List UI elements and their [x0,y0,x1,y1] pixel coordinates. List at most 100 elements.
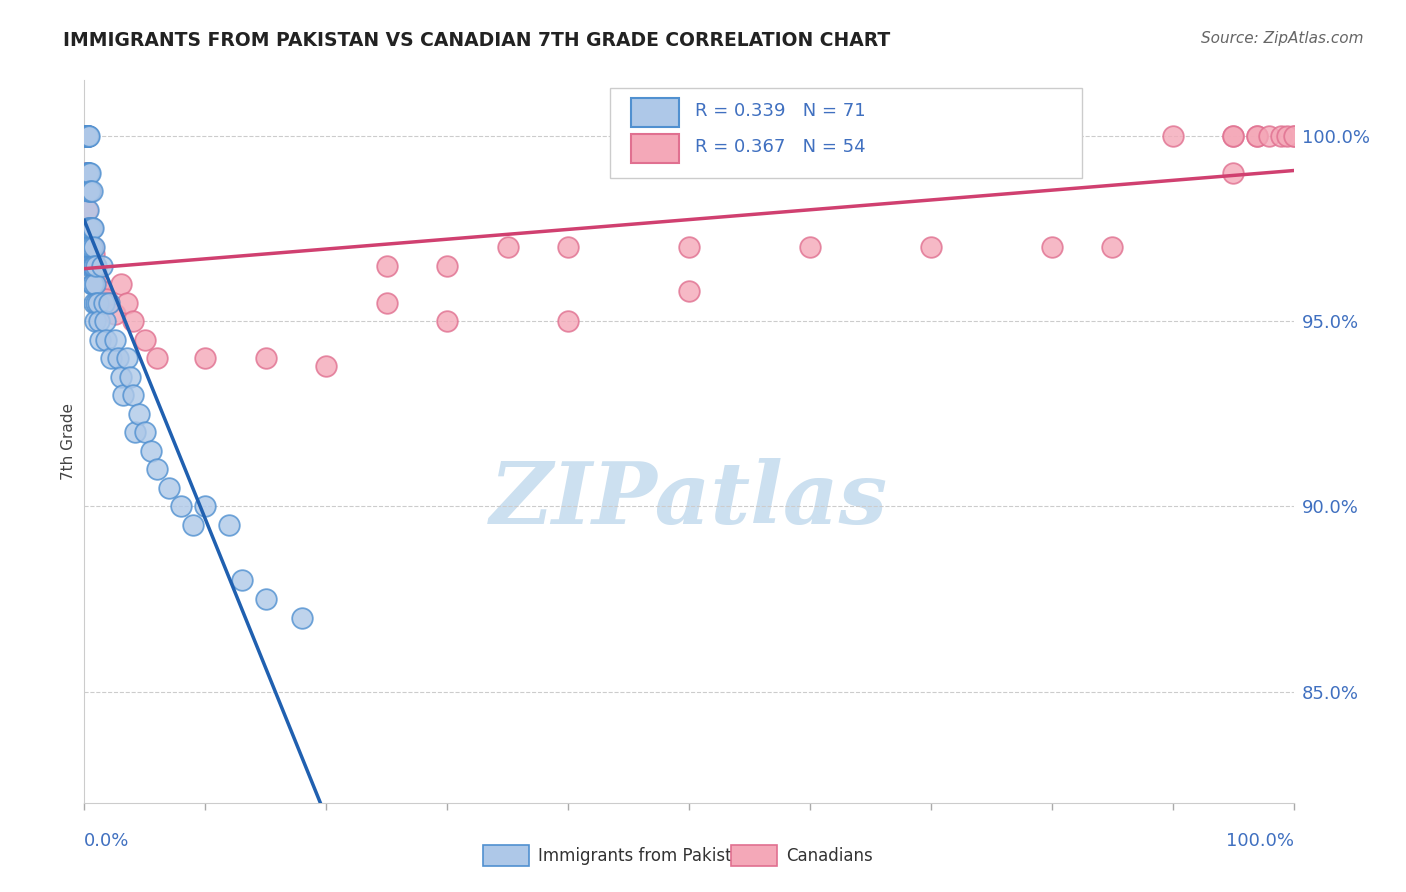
Point [94,292,117,306]
Point [157,481,180,495]
Text: IMMIGRANTS FROM PAKISTAN VS CANADIAN 7TH GRADE CORRELATION CHART: IMMIGRANTS FROM PAKISTAN VS CANADIAN 7TH… [63,31,890,50]
Point [181,517,204,532]
Point [218,517,240,532]
Point [146,462,169,476]
Point [91,259,114,273]
Point [134,333,156,347]
Point [82,277,104,291]
Point [1161,128,1184,143]
Point [79,166,101,180]
Point [436,314,458,328]
Point [76,166,98,180]
Point [139,443,162,458]
Point [77,240,100,254]
Text: Source: ZipAtlas.com: Source: ZipAtlas.com [1201,31,1364,46]
Point [194,351,217,366]
Point [1282,128,1305,143]
Point [77,128,100,143]
Point [1222,128,1244,143]
Point [124,425,146,440]
Point [77,128,100,143]
Point [76,166,98,180]
Text: 100.0%: 100.0% [1226,831,1294,850]
Point [80,277,103,291]
Point [110,277,132,291]
Point [1246,128,1268,143]
Point [89,333,111,347]
Point [315,359,337,373]
Point [77,128,100,143]
Point [254,351,277,366]
Point [557,240,579,254]
Point [84,277,107,291]
Point [170,500,193,514]
Point [375,259,398,273]
Point [77,185,100,199]
Point [87,277,110,291]
Point [97,295,120,310]
Text: R = 0.367   N = 54: R = 0.367 N = 54 [695,138,866,156]
Point [134,425,156,440]
Point [120,369,142,384]
Point [1040,240,1063,254]
Point [79,240,101,254]
Point [436,259,458,273]
Point [121,314,143,328]
Point [82,221,104,235]
Point [75,128,97,143]
Point [80,221,103,235]
Point [107,351,129,366]
Text: ZIPatlas: ZIPatlas [489,458,889,541]
Point [80,240,103,254]
Point [77,185,100,199]
Text: R = 0.339   N = 71: R = 0.339 N = 71 [695,103,866,120]
Point [79,221,101,235]
Point [678,240,700,254]
Point [1246,128,1268,143]
Point [76,202,98,217]
Bar [631,98,679,128]
Point [75,166,97,180]
Point [77,221,100,235]
Point [86,259,108,273]
Point [76,128,98,143]
Text: Canadians: Canadians [786,847,872,864]
Bar [484,845,529,866]
Point [678,285,700,299]
Point [1258,128,1281,143]
Point [77,166,100,180]
Point [83,240,105,254]
Point [1282,128,1305,143]
Point [77,185,100,199]
Point [112,388,135,402]
Point [86,266,108,280]
Point [77,240,100,254]
Point [79,185,101,199]
Point [80,221,103,235]
Point [77,221,100,235]
Point [75,128,97,143]
Point [254,592,277,607]
Point [375,295,398,310]
Point [104,333,127,347]
Text: 0.0%: 0.0% [84,831,129,850]
Point [128,407,150,421]
Point [146,351,169,366]
Point [231,574,253,588]
Text: Immigrants from Pakistan: Immigrants from Pakistan [538,847,752,864]
Point [77,166,100,180]
Point [76,128,98,143]
Point [115,295,138,310]
Point [84,259,107,273]
Point [1270,128,1292,143]
Point [1222,128,1244,143]
Point [496,240,519,254]
Point [121,388,143,402]
Point [86,295,108,310]
Y-axis label: 7th Grade: 7th Grade [60,403,76,480]
Point [75,128,97,143]
FancyBboxPatch shape [610,87,1083,178]
Point [104,307,127,321]
Point [76,128,98,143]
Point [115,351,138,366]
